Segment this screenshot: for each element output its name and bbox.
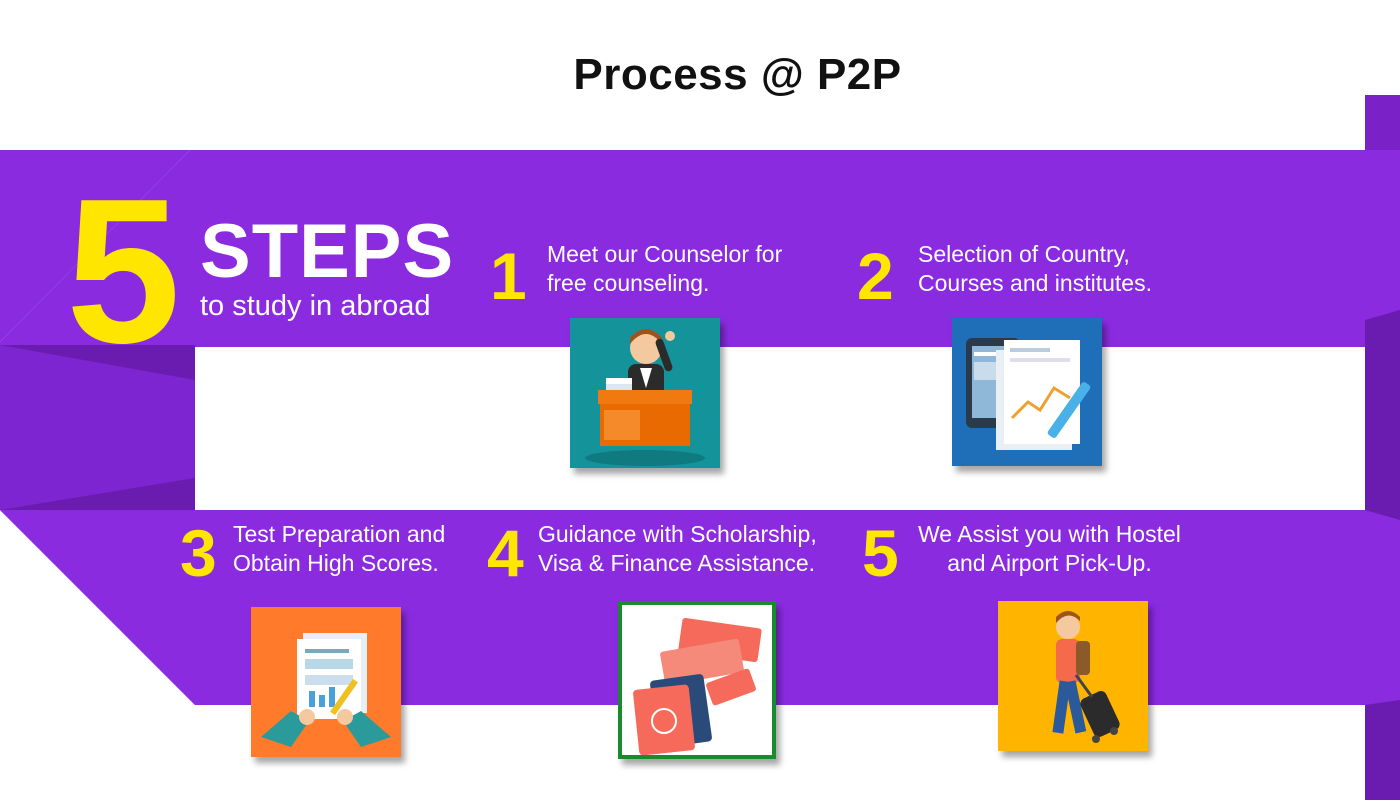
hero-subtitle: to study in abroad: [200, 290, 431, 322]
step-2-text: Selection of Country, Courses and instit…: [918, 240, 1152, 298]
step-3-line1: Test Preparation and: [233, 521, 446, 547]
hero-steps-word: STEPS: [200, 209, 455, 294]
counselor-desk-icon: [570, 318, 720, 468]
step-4-text: Guidance with Scholarship, Visa & Financ…: [538, 520, 817, 578]
step-1-line2: free counseling.: [547, 270, 710, 296]
step-2-line1: Selection of Country,: [918, 241, 1130, 267]
step-5-line1: We Assist you with Hostel: [918, 521, 1181, 547]
step-2-number: 2: [857, 239, 894, 313]
step-3-text: Test Preparation and Obtain High Scores.: [233, 520, 445, 578]
step-4-line1: Guidance with Scholarship,: [538, 521, 817, 547]
step-1-number: 1: [490, 239, 527, 313]
step-5-text: We Assist you with Hostel and Airport Pi…: [918, 520, 1181, 578]
step-2-line2: Courses and institutes.: [918, 270, 1152, 296]
step-1-text: Meet our Counselor for free counseling.: [547, 240, 782, 298]
step-4-line2: Visa & Finance Assistance.: [538, 550, 815, 576]
step-5-number: 5: [862, 516, 899, 590]
page-title: Process @ P2P: [573, 50, 902, 99]
step-3-number: 3: [180, 516, 217, 590]
passport-tickets-icon: [618, 601, 776, 759]
step-3-line2: Obtain High Scores.: [233, 550, 439, 576]
test-paper-icon: [251, 607, 401, 757]
documents-pen-icon: [952, 318, 1102, 466]
step-1-line1: Meet our Counselor for: [547, 241, 783, 267]
hero-big-number: 5: [66, 156, 181, 386]
step-5-line2: and Airport Pick-Up.: [947, 550, 1152, 576]
step-4-number: 4: [487, 516, 524, 590]
traveler-luggage-icon: [998, 601, 1148, 751]
